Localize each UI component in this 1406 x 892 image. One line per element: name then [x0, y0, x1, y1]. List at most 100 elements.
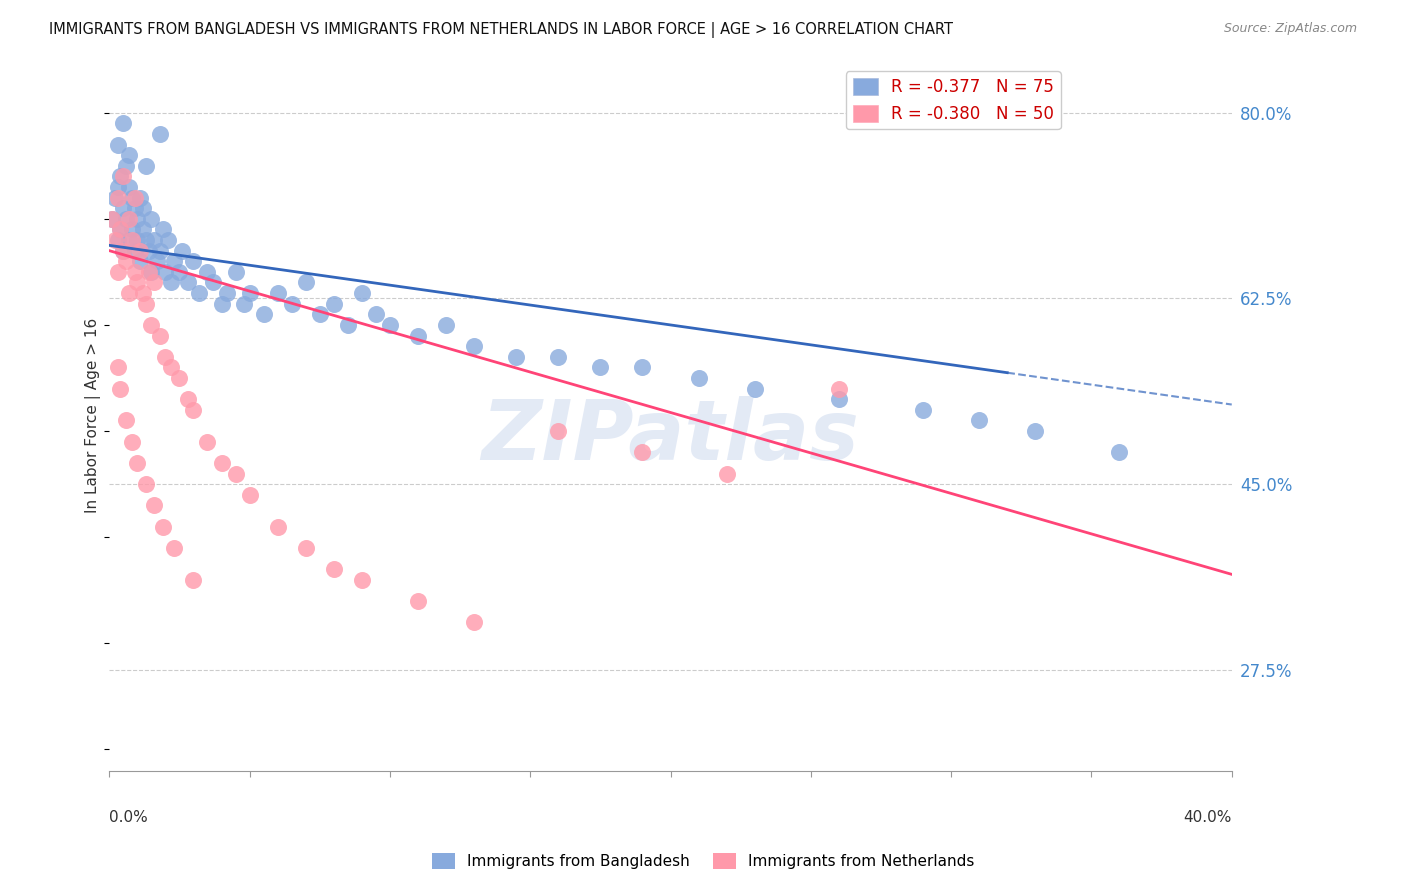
Point — [547, 424, 569, 438]
Point — [463, 615, 485, 629]
Point — [138, 244, 160, 258]
Point — [152, 222, 174, 236]
Point — [322, 296, 344, 310]
Point — [110, 382, 132, 396]
Point — [121, 233, 143, 247]
Point — [141, 265, 163, 279]
Point — [127, 456, 149, 470]
Point — [101, 211, 124, 226]
Point — [135, 233, 157, 247]
Point — [631, 360, 654, 375]
Point — [197, 265, 219, 279]
Point — [143, 276, 166, 290]
Point — [143, 233, 166, 247]
Text: IMMIGRANTS FROM BANGLADESH VS IMMIGRANTS FROM NETHERLANDS IN LABOR FORCE | AGE >: IMMIGRANTS FROM BANGLADESH VS IMMIGRANTS… — [49, 22, 953, 38]
Point — [135, 159, 157, 173]
Point — [152, 519, 174, 533]
Point — [149, 244, 172, 258]
Point — [127, 211, 149, 226]
Point — [149, 328, 172, 343]
Y-axis label: In Labor Force | Age > 16: In Labor Force | Age > 16 — [86, 318, 101, 513]
Point — [146, 254, 169, 268]
Point — [141, 318, 163, 332]
Point — [104, 190, 127, 204]
Point — [350, 573, 373, 587]
Point — [239, 286, 262, 301]
Point — [107, 190, 129, 204]
Point — [115, 211, 138, 226]
Point — [107, 180, 129, 194]
Point — [135, 296, 157, 310]
Point — [112, 116, 135, 130]
Point — [135, 477, 157, 491]
Point — [121, 222, 143, 236]
Point — [266, 519, 288, 533]
Point — [107, 137, 129, 152]
Point — [177, 392, 200, 407]
Point — [169, 371, 191, 385]
Point — [406, 328, 429, 343]
Text: 40.0%: 40.0% — [1184, 810, 1232, 825]
Legend: R = -0.377   N = 75, R = -0.380   N = 50: R = -0.377 N = 75, R = -0.380 N = 50 — [846, 71, 1060, 129]
Point — [912, 402, 935, 417]
Point — [129, 190, 152, 204]
Point — [163, 254, 186, 268]
Point — [132, 286, 155, 301]
Point — [308, 307, 330, 321]
Point — [217, 286, 239, 301]
Point — [188, 286, 211, 301]
Point — [115, 159, 138, 173]
Point — [336, 318, 359, 332]
Point — [104, 233, 127, 247]
Point — [155, 350, 177, 364]
Point — [239, 488, 262, 502]
Point — [202, 276, 225, 290]
Point — [112, 244, 135, 258]
Point — [183, 254, 205, 268]
Point — [112, 169, 135, 184]
Point — [112, 201, 135, 215]
Point — [828, 392, 851, 407]
Point — [115, 254, 138, 268]
Point — [744, 382, 766, 396]
Point — [110, 222, 132, 236]
Point — [266, 286, 288, 301]
Text: Source: ZipAtlas.com: Source: ZipAtlas.com — [1223, 22, 1357, 36]
Point — [141, 211, 163, 226]
Text: 0.0%: 0.0% — [110, 810, 148, 825]
Text: ZIPatlas: ZIPatlas — [482, 396, 859, 477]
Point — [101, 211, 124, 226]
Point — [124, 190, 146, 204]
Point — [155, 265, 177, 279]
Point — [124, 265, 146, 279]
Point — [716, 467, 738, 481]
Point — [124, 244, 146, 258]
Point — [828, 382, 851, 396]
Point — [294, 541, 316, 555]
Point — [252, 307, 274, 321]
Point — [547, 350, 569, 364]
Point — [463, 339, 485, 353]
Point — [631, 445, 654, 459]
Point — [107, 360, 129, 375]
Point — [138, 265, 160, 279]
Point — [177, 276, 200, 290]
Legend: Immigrants from Bangladesh, Immigrants from Netherlands: Immigrants from Bangladesh, Immigrants f… — [426, 847, 980, 875]
Point — [127, 276, 149, 290]
Point — [378, 318, 401, 332]
Point — [112, 244, 135, 258]
Point — [172, 244, 194, 258]
Point — [350, 286, 373, 301]
Point — [294, 276, 316, 290]
Point — [118, 180, 141, 194]
Point — [143, 499, 166, 513]
Point — [1024, 424, 1046, 438]
Point — [121, 190, 143, 204]
Point — [967, 413, 990, 427]
Point — [132, 201, 155, 215]
Point — [132, 222, 155, 236]
Point — [197, 434, 219, 449]
Point — [163, 541, 186, 555]
Point — [211, 456, 233, 470]
Point — [107, 233, 129, 247]
